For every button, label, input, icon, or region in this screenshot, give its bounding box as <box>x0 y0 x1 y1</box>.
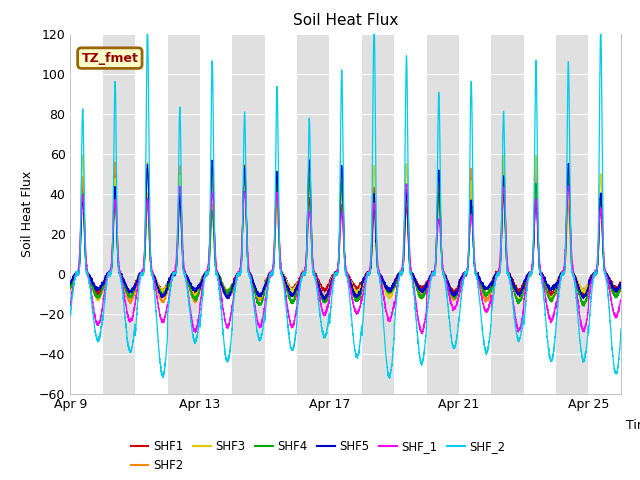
SHF_2 <box>371 19 378 24</box>
Bar <box>135 34 168 394</box>
Line: SHF4: SHF4 <box>70 170 621 306</box>
SHF5 <box>67 281 74 287</box>
SHF2 <box>154 290 162 296</box>
SHF_1 <box>116 273 124 279</box>
SHF2 <box>182 272 189 277</box>
SHF4 <box>116 270 124 276</box>
SHF4 <box>399 266 406 272</box>
SHF_2 <box>617 326 625 332</box>
SHF1 <box>154 282 162 288</box>
SHF2 <box>405 241 413 247</box>
SHF5 <box>460 272 468 278</box>
SHF3 <box>515 299 523 305</box>
Line: SHF5: SHF5 <box>70 160 621 300</box>
Legend: SHF1, SHF2, SHF3, SHF4, SHF5, SHF_1, SHF_2: SHF1, SHF2, SHF3, SHF4, SHF5, SHF_1, SHF… <box>126 435 510 477</box>
Text: Time: Time <box>627 419 640 432</box>
SHF1 <box>405 246 413 252</box>
Bar <box>265 34 297 394</box>
SHF4 <box>404 240 412 246</box>
SHF2 <box>460 270 468 276</box>
SHF1 <box>460 271 468 276</box>
SHF1 <box>399 266 407 272</box>
SHF5 <box>617 286 625 291</box>
Text: TZ_fmet: TZ_fmet <box>81 51 138 65</box>
Line: SHF3: SHF3 <box>70 155 621 302</box>
SHF5 <box>321 298 328 303</box>
Line: SHF_1: SHF_1 <box>70 184 621 334</box>
Bar <box>459 34 492 394</box>
SHF1 <box>116 273 124 278</box>
SHF3 <box>404 228 412 233</box>
SHF4 <box>617 284 625 290</box>
Bar <box>330 34 362 394</box>
SHF4 <box>154 284 162 290</box>
SHF5 <box>154 285 162 291</box>
SHF_2 <box>386 375 394 381</box>
SHF2 <box>126 300 134 306</box>
SHF4 <box>460 272 468 277</box>
SHF3 <box>399 267 406 273</box>
SHF_1 <box>404 220 412 226</box>
SHF_1 <box>460 274 468 279</box>
SHF_2 <box>399 266 407 272</box>
Y-axis label: Soil Heat Flux: Soil Heat Flux <box>20 170 34 257</box>
SHF4 <box>67 286 74 292</box>
Bar <box>200 34 232 394</box>
SHF1 <box>181 270 189 276</box>
Line: SHF2: SHF2 <box>70 162 621 303</box>
Bar <box>394 34 426 394</box>
SHF5 <box>181 272 189 278</box>
SHF1 <box>67 283 74 289</box>
SHF2 <box>399 266 407 272</box>
SHF2 <box>617 286 625 292</box>
Line: SHF1: SHF1 <box>70 165 621 299</box>
SHF5 <box>399 266 407 272</box>
SHF3 <box>117 275 125 280</box>
SHF_2 <box>460 276 468 282</box>
SHF1 <box>241 162 248 168</box>
SHF3 <box>460 271 468 277</box>
SHF5 <box>116 273 124 278</box>
SHF3 <box>79 152 86 158</box>
SHF_2 <box>67 313 74 319</box>
Bar <box>524 34 556 394</box>
SHF4 <box>181 272 189 277</box>
SHF_2 <box>154 337 162 343</box>
Title: Soil Heat Flux: Soil Heat Flux <box>293 13 398 28</box>
SHF_1 <box>67 303 74 309</box>
SHF4 <box>241 167 248 173</box>
SHF3 <box>181 273 189 278</box>
Bar <box>588 34 621 394</box>
SHF_1 <box>181 271 189 276</box>
SHF_1 <box>399 258 406 264</box>
SHF5 <box>405 241 413 247</box>
SHF_1 <box>154 300 162 306</box>
SHF_1 <box>419 331 426 337</box>
SHF5 <box>305 157 313 163</box>
SHF3 <box>67 286 74 292</box>
SHF_1 <box>403 181 410 187</box>
SHF4 <box>580 303 588 309</box>
SHF_2 <box>405 226 413 232</box>
SHF3 <box>154 283 162 289</box>
SHF_2 <box>116 273 124 278</box>
Line: SHF_2: SHF_2 <box>70 22 621 378</box>
SHF2 <box>67 286 74 292</box>
SHF_2 <box>181 273 189 279</box>
SHF1 <box>225 296 232 301</box>
SHF1 <box>617 284 625 290</box>
SHF_1 <box>617 297 625 302</box>
SHF2 <box>117 272 125 278</box>
SHF2 <box>111 159 119 165</box>
Bar <box>70 34 103 394</box>
SHF3 <box>617 283 625 289</box>
